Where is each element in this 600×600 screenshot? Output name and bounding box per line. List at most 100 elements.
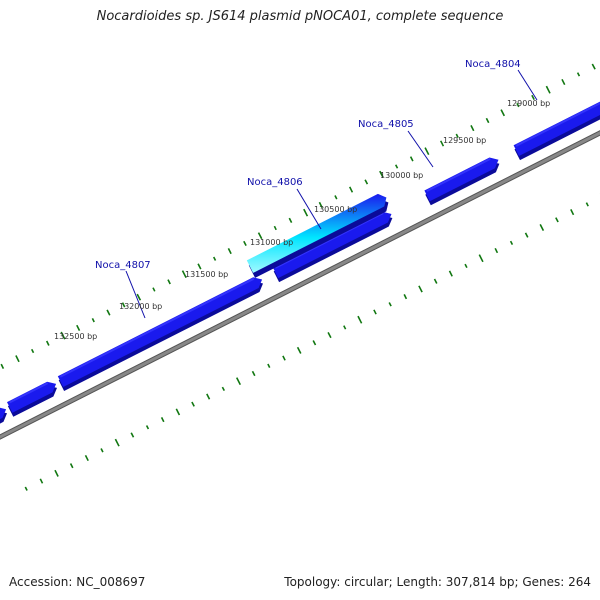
outer-gc-tick (30, 348, 35, 354)
gene-forward-3[interactable] (57, 277, 264, 391)
gene-forward-3-highlight (59, 277, 255, 378)
gene-forward-2-body (7, 381, 57, 413)
inner-gc-tick (418, 285, 423, 293)
leader-layer (125, 69, 538, 319)
backbone-shadow (0, 130, 600, 440)
map-title: Nocardioides sp. JS614 plasmid pNOCA01, … (96, 9, 504, 24)
inner-gc-tick (478, 254, 484, 263)
inner-gc-tick (357, 315, 363, 324)
gene-label-noca-4807[interactable]: Noca_4807 (95, 260, 151, 271)
gene-forward-noca-4804-highlight (515, 102, 600, 147)
inner-gc-tick (39, 478, 44, 484)
outer-gc-tick (303, 208, 309, 217)
inner-gc-tick (114, 438, 120, 447)
gene-noca-4806-selected[interactable] (246, 193, 389, 278)
outer-gc-tick (91, 318, 95, 323)
outer-gc-tick (531, 94, 535, 100)
inner-gc-tick (69, 463, 74, 469)
outer-gc-tick (364, 179, 369, 185)
outer-gc-tick (243, 240, 247, 246)
inner-gc-tick (570, 209, 575, 216)
outer-gc-tick (167, 279, 171, 285)
outer-gc-tick (76, 324, 81, 331)
gene-forward-noca-4805[interactable] (424, 157, 500, 206)
leader-noca-4807 (125, 270, 146, 319)
inner-gc-tick (24, 486, 28, 491)
outer-gc-tick (318, 201, 323, 208)
outer-gc-tick (334, 195, 338, 200)
gene-label-noca-4805[interactable]: Noca_4805 (358, 119, 414, 130)
leader-noca-4805 (407, 130, 434, 168)
inner-gc-tick (433, 278, 438, 284)
inner-gc-tick (327, 332, 332, 339)
gene-label-noca-4804[interactable]: Noca_4804 (465, 59, 521, 70)
inner-gc-tick (191, 401, 195, 407)
outer-gc-tick (516, 102, 520, 108)
inner-gc-tick (296, 346, 302, 354)
inner-gc-tick (267, 363, 271, 368)
gc-tick-layer (0, 63, 600, 491)
inner-gc-tick (54, 469, 59, 477)
outer-gc-tick (288, 217, 293, 223)
gene-forward-2[interactable] (7, 381, 57, 417)
outer-gc-tick (15, 355, 20, 363)
outer-gc-tick (561, 78, 566, 86)
outer-gc-tick (591, 63, 596, 70)
inner-gc-tick (221, 386, 226, 391)
leader-noca-4806 (296, 188, 322, 230)
inner-gc-tick (524, 232, 529, 238)
label-layer: 129000 bp 129500 bp 130000 bp 130500 bp … (54, 59, 550, 341)
bp-label-132000: 132000 bp (119, 302, 162, 311)
outer-gc-tick (152, 287, 156, 292)
outer-gc-tick (379, 170, 384, 178)
outer-gc-tick (273, 225, 277, 231)
inner-gc-tick (343, 325, 347, 330)
inner-gc-tick (235, 377, 242, 386)
inner-gc-tick (145, 425, 150, 430)
backbone-line (0, 131, 600, 439)
bp-label-129000: 129000 bp (507, 99, 550, 108)
gene-forward-1[interactable] (0, 407, 7, 445)
inner-gc-tick (464, 263, 468, 269)
inner-gc-tick (84, 454, 89, 462)
outer-gc-tick (0, 363, 5, 369)
bp-label-131000: 131000 bp (250, 238, 293, 247)
gene-forward-2-highlight (9, 382, 49, 404)
outer-gc-tick (470, 125, 475, 132)
inner-gc-tick (388, 302, 392, 307)
gene-label-noca-4806[interactable]: Noca_4806 (247, 177, 303, 188)
gene-forward-noca-4805-highlight (426, 158, 491, 192)
bp-label-131500: 131500 bp (185, 270, 228, 279)
inner-gc-tick (494, 247, 499, 254)
inner-gc-tick (555, 217, 559, 223)
gene-forward-noca-4805-body (424, 157, 499, 202)
gene-forward-noca-4804[interactable] (513, 99, 600, 161)
inner-gc-tick (509, 240, 514, 245)
outer-gc-tick (136, 293, 142, 301)
outer-gc-tick (257, 232, 263, 240)
outer-gc-tick (394, 164, 399, 169)
inner-gc-tick (100, 448, 104, 453)
outer-gc-tick (439, 140, 445, 147)
outer-gc-tick (500, 109, 506, 117)
inner-gc-tick (403, 294, 408, 300)
outer-gc-tick (212, 256, 217, 261)
leader-noca-4804 (517, 69, 538, 101)
outer-gc-tick (348, 186, 354, 193)
outer-gc-tick (409, 156, 414, 162)
gene-forward-noca-4806-partner-body (272, 211, 392, 279)
accession-text: Accession: NC_008697 (9, 575, 146, 589)
inner-gc-tick (160, 417, 165, 423)
inner-gc-tick (312, 340, 317, 346)
outer-gc-tick (227, 248, 232, 255)
inner-gc-tick (373, 309, 377, 315)
inner-gc-tick (585, 202, 589, 207)
outer-gc-tick (545, 85, 551, 94)
inner-gc-tick (539, 224, 545, 231)
inner-gc-tick (282, 355, 286, 361)
inner-gc-tick (130, 432, 135, 438)
inner-gc-tick (206, 393, 211, 400)
inner-gc-tick (251, 370, 256, 377)
bp-label-129500: 129500 bp (443, 136, 486, 145)
